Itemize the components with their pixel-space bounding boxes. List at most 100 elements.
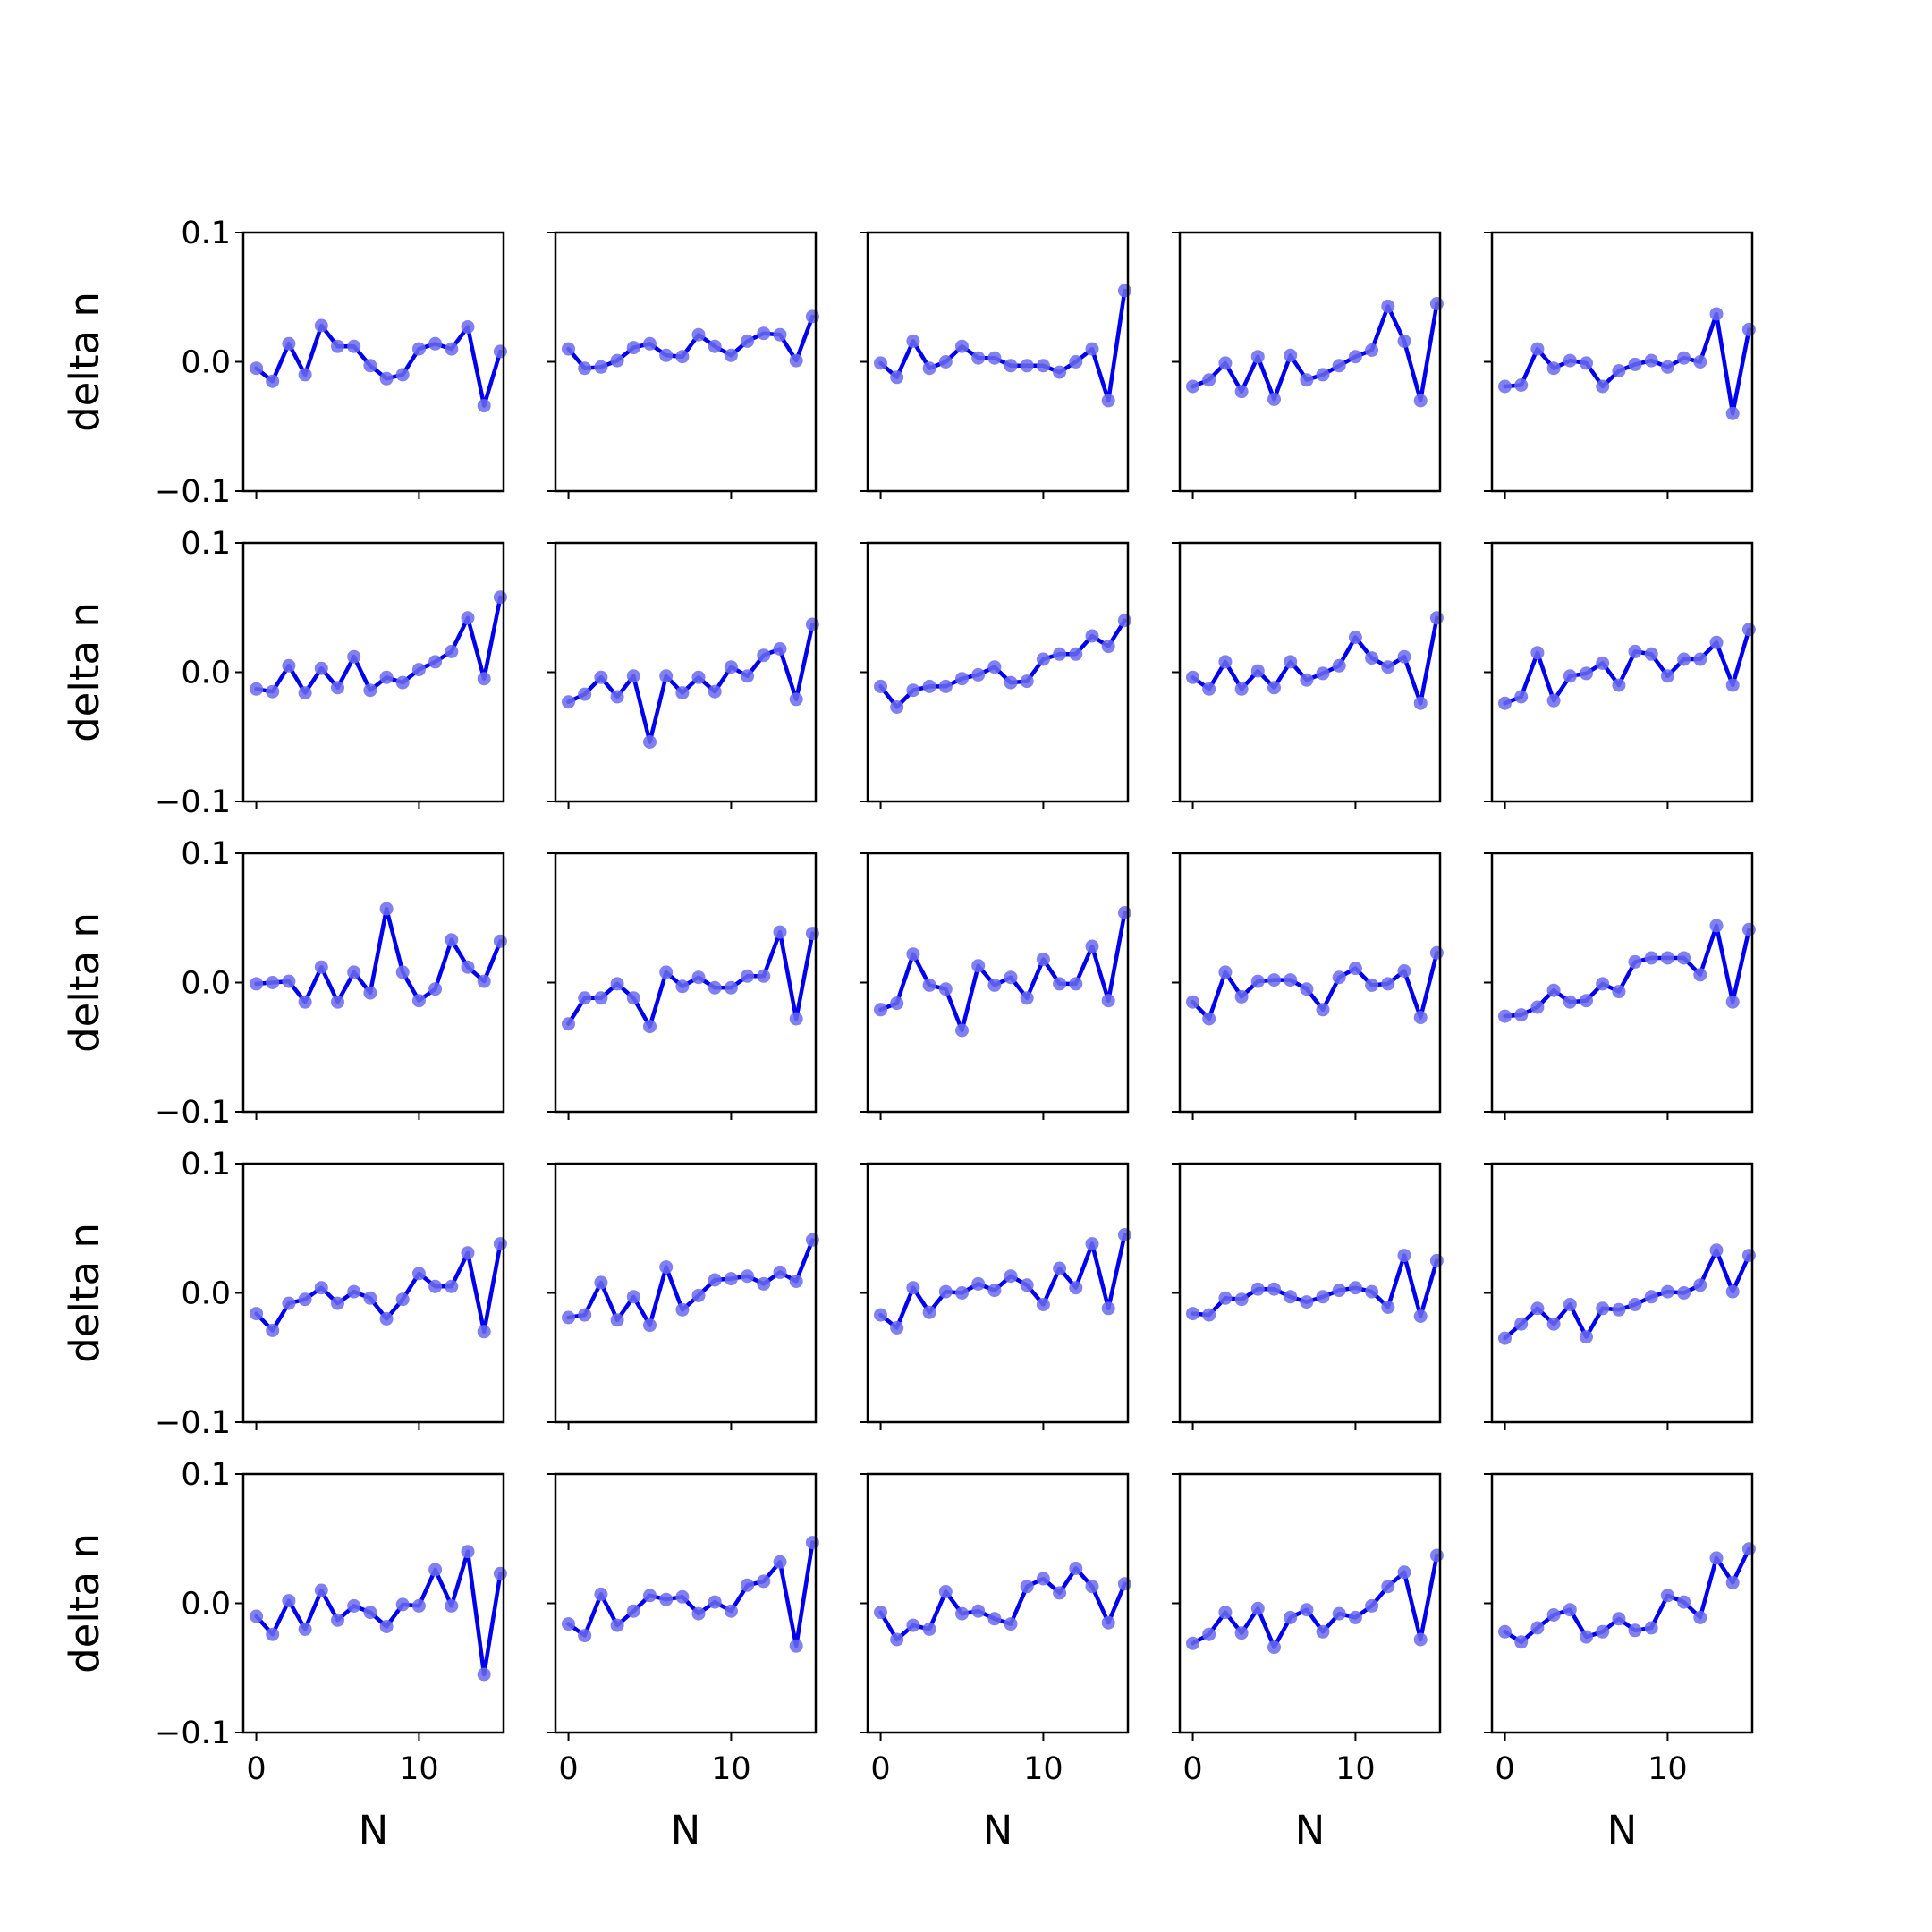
data-point [1563,995,1577,1009]
data-point [1709,1551,1724,1565]
data-point [1085,342,1099,356]
data-point [1020,674,1034,689]
data-point [874,1606,887,1620]
data-point [1546,1608,1561,1622]
y-tick-label: 0.1 [181,216,231,251]
data-point [477,399,491,413]
data-point [1053,1261,1067,1275]
data-point [1218,965,1233,979]
data-point [594,670,608,684]
data-point [691,970,706,985]
data-point [1563,669,1577,683]
series-line [254,1549,503,1677]
y-axis-label: delta n [61,1533,108,1674]
data-point [1725,1575,1740,1589]
data-point [1316,368,1330,382]
data-point [1069,977,1083,991]
data-point [691,327,706,342]
data-point [971,1604,986,1618]
data-point [1020,991,1034,1005]
data-point [1693,355,1707,369]
subplot-2-1: −0.1 0.0 0.1 delta n [61,526,507,820]
data-point [428,336,443,351]
data-point [477,974,491,988]
data-point [610,1313,624,1327]
data-point [938,1284,953,1299]
subplot-3-4 [1172,852,1444,1120]
data-point [610,353,624,368]
data-point [411,1267,426,1281]
data-point [938,982,953,996]
series-line [566,1238,815,1327]
axes-frame [1490,1472,1754,1734]
axes-frame [1178,852,1442,1114]
data-point [395,368,410,382]
data-point [1117,614,1131,628]
data-point [477,1325,491,1339]
data-point [1202,1308,1216,1322]
data-point [789,1012,803,1026]
x-tick-label: 10 [1023,1751,1063,1787]
data-point [1101,994,1115,1008]
data-point [461,1246,475,1260]
data-point [691,670,706,684]
data-point [1218,356,1233,370]
data-point [1741,322,1756,336]
data-point [724,1604,738,1618]
subplot-3-2 [547,852,819,1120]
data-point [890,996,904,1011]
data-point [1316,1003,1330,1017]
data-point [906,334,920,348]
x-tick-label: 0 [1495,1751,1514,1787]
data-point [874,679,887,693]
data-point [757,1574,771,1589]
x-tick-label: 0 [870,1751,890,1787]
data-point [1660,669,1674,683]
subplot-5-2: 0 10 N [547,1472,819,1854]
subplot-1-3 [860,231,1131,499]
series-line [1503,311,1751,416]
data-point [1530,646,1545,660]
x-axis-label: N [1607,1807,1638,1854]
data-point [395,675,410,690]
data-point [562,1017,575,1031]
data-point [1036,1298,1050,1311]
data-point [1546,1317,1561,1331]
x-tick-label: 0 [1182,1751,1202,1787]
data-point [1612,678,1626,692]
data-point [708,1273,722,1287]
data-point [1596,1624,1610,1639]
data-point [428,1279,443,1293]
data-point [1284,1610,1298,1624]
y-tick-label: 0.1 [181,1457,231,1493]
y-tick-label: 0.1 [181,1147,231,1182]
data-point [314,318,328,333]
data-point [1709,635,1724,649]
series-line [1191,1553,1439,1649]
data-point [461,320,475,334]
data-point [773,327,787,342]
data-point [626,991,640,1005]
data-point [1004,359,1018,373]
data-point [1413,696,1428,710]
data-point [1580,356,1593,370]
data-point [741,1269,755,1284]
data-point [314,661,328,675]
data-point [1053,977,1067,991]
data-point [659,669,674,683]
data-point [594,1275,608,1290]
data-point [1709,307,1724,321]
axes-frame [866,852,1130,1114]
data-point [411,994,426,1008]
x-tick-label: 10 [1648,1751,1688,1787]
data-point [1267,392,1281,406]
data-point [1365,651,1379,665]
data-point [890,370,904,385]
subplot-2-3 [860,541,1131,809]
data-point [874,356,887,370]
data-point [331,339,344,353]
data-point [1514,690,1529,704]
data-point [1413,394,1428,408]
data-point [757,1276,771,1291]
